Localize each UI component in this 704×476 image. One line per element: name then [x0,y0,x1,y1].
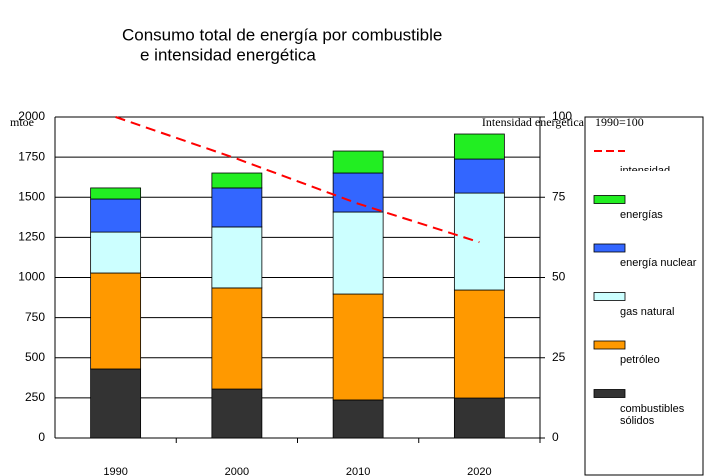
legend-swatch [593,389,626,398]
chart-title: e intensidad energética [140,45,316,64]
y-tick-label: 750 [25,310,45,324]
bar-segment [332,293,384,401]
x-tick-label: 2010 [346,466,370,476]
bar-segment [332,399,384,439]
y-tick-label: 250 [25,390,45,404]
legend-label: energías [620,208,663,221]
bar-segment [453,158,505,194]
line-series [115,116,480,244]
legend-label: intensidad energética [620,165,671,171]
y-tick-label: 1250 [18,230,45,244]
y-tick-label: 1500 [18,189,45,203]
y-tick-label: 1750 [18,149,45,163]
legend-label: energía nuclear [620,257,697,269]
x-tick-label: 2020 [467,466,491,476]
legend-swatch [593,292,626,301]
y-tick-label: 500 [25,350,45,364]
legend-swatch [593,195,626,204]
legend-label: petróleo [620,354,660,366]
y2-tick-label: 75 [552,189,566,203]
chart-title: Consumo total de energía por combustible [122,25,442,44]
bar-segment [90,198,142,233]
bar-segment [332,211,384,295]
bar-segment [211,388,263,439]
y2-note: 1990=100 [595,115,644,129]
legend-swatch [593,340,626,350]
legend-swatch [593,243,626,253]
y2-tick-label: 50 [552,270,566,284]
bar-segment [90,272,142,370]
legend-box [584,116,704,476]
y2-tick-label: 25 [552,350,566,364]
bar-segment [211,187,263,228]
y2-tick-label: 100 [552,109,572,123]
bar-segment [453,289,505,399]
bar-segment [90,231,142,274]
bar-segment [90,187,142,200]
y2-tick-label: 0 [552,430,559,444]
bar-segment [211,287,263,390]
bar-segment [332,150,384,174]
x-tick-label: 2000 [225,466,249,476]
y-tick-label: 1000 [18,270,45,284]
bar-segment [453,397,505,439]
bar-segment [453,133,505,160]
bar-segment [211,172,263,189]
legend-label: gas natural [620,305,675,318]
bar-segment [332,172,384,213]
legend-label: combustibles sólidos [620,402,685,427]
x-tick-label: 1990 [103,466,127,476]
bar-segment [90,368,142,439]
y-tick-label: 0 [38,430,45,444]
y-axis-label: mtoe [10,115,34,129]
y-tick-label: 2000 [18,109,45,123]
bar-segment [211,226,263,289]
y2-axis-label: Intensidad energética [482,115,585,129]
